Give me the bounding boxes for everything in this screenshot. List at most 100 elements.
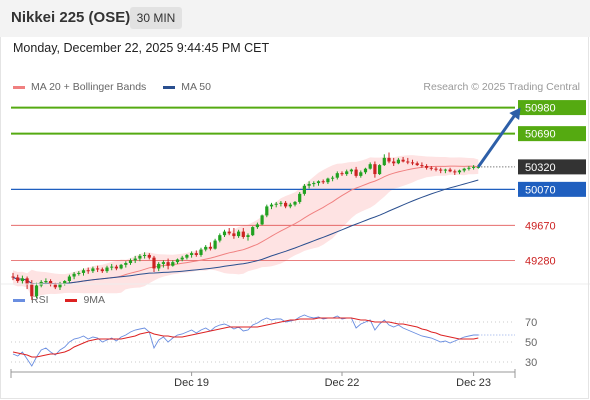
candle-body	[20, 278, 24, 282]
candle-body	[147, 254, 151, 258]
candle-body	[34, 285, 39, 297]
x-tick-Dec 22: Dec 22	[325, 377, 360, 389]
rsi-legend: RSI 9MA	[13, 294, 119, 306]
bollinger-layer	[13, 155, 479, 298]
candle-body	[476, 166, 480, 168]
level-tag-50320: 50320	[525, 162, 556, 174]
legend-rsi: RSI	[13, 294, 49, 306]
candle-body	[58, 283, 62, 288]
candle-body	[175, 259, 180, 263]
candle-body	[467, 167, 471, 169]
candle-body	[105, 267, 109, 272]
legend-ma20: MA 20 + Bollinger Bands	[13, 81, 146, 93]
candle-body	[406, 161, 410, 163]
rsi-tick-50: 50	[525, 337, 537, 349]
legend-ma20-label: MA 20 + Bollinger Bands	[31, 81, 147, 93]
level-tag-bg-50980	[518, 100, 586, 116]
candle-body	[321, 181, 325, 183]
candle-body	[457, 170, 462, 173]
candle-body	[237, 231, 241, 237]
candle-body	[124, 263, 128, 265]
candle-body	[288, 204, 292, 207]
candle-body	[302, 185, 306, 194]
candle-body	[345, 171, 349, 175]
level-tag-49280: 49280	[525, 255, 556, 267]
candle-body	[274, 203, 278, 205]
candle-body	[199, 249, 203, 255]
candle-body	[387, 157, 391, 162]
candle-body	[331, 177, 335, 179]
x-axis: Dec 19 Dec 22 Dec 23	[10, 369, 516, 389]
instrument-title: Nikkei 225 (OSE)	[11, 9, 131, 26]
candle-body	[91, 268, 95, 272]
candle-body	[49, 281, 53, 285]
candle-body	[425, 165, 429, 168]
chart-header	[0, 0, 590, 37]
candle-body	[222, 231, 227, 236]
candle-body	[152, 257, 156, 269]
candle-body	[265, 206, 269, 216]
legend-ma50: MA 50	[163, 81, 211, 93]
candle-body	[246, 235, 250, 237]
candle-body	[307, 183, 311, 186]
candle-body	[378, 165, 382, 175]
price-legend: MA 20 + Bollinger Bands MA 50	[13, 81, 225, 93]
candle-body	[312, 183, 316, 185]
candle-body	[100, 269, 104, 272]
candle-body	[434, 168, 438, 170]
rsi-ma-line	[12, 317, 479, 358]
rsi-tick-70: 70	[525, 317, 537, 329]
legend-9ma-swatch	[65, 298, 78, 302]
candle-body	[448, 169, 452, 172]
candle-body	[218, 235, 222, 241]
candle-body	[171, 262, 175, 266]
timestamp: Monday, December 22, 2025 9:44:45 PM CET	[13, 41, 270, 55]
candle-body	[392, 161, 396, 164]
level-tag-50070: 50070	[525, 184, 556, 196]
candle-body	[453, 171, 457, 173]
candle-body	[143, 254, 147, 256]
legend-ma20-swatch	[13, 85, 25, 89]
legend-rsi-label: RSI	[31, 294, 49, 306]
candle-body	[363, 168, 368, 173]
candle-body	[354, 169, 358, 176]
candle-body	[166, 262, 170, 266]
candle-body	[161, 262, 165, 264]
candle-body	[420, 165, 424, 167]
candle-body	[44, 281, 48, 283]
candle-body	[368, 164, 372, 169]
candle-body	[279, 202, 283, 204]
candle-body	[180, 257, 184, 260]
candle-body	[284, 202, 288, 207]
candle-body	[81, 270, 86, 273]
candle-body	[77, 272, 81, 274]
candle-body	[316, 181, 321, 184]
level-tag-50690: 50690	[525, 129, 556, 141]
candle-body	[86, 270, 90, 272]
candle-body	[462, 168, 466, 171]
rsi-panel: 30 50 70	[0, 283, 590, 369]
candle-body	[133, 258, 137, 261]
rsi-line	[12, 314, 479, 367]
candle-body	[335, 173, 339, 178]
candle-body	[232, 233, 236, 237]
legend-ma50-label: MA 50	[181, 81, 211, 93]
interval-button[interactable]: 30 MIN	[130, 7, 182, 29]
candle-body	[157, 263, 161, 269]
candle-body	[194, 253, 198, 255]
candle-body	[326, 178, 330, 183]
candle-body	[138, 255, 142, 259]
candle-body	[204, 246, 208, 250]
legend-9ma-label: 9MA	[83, 294, 106, 306]
candle-body	[293, 201, 297, 205]
candle-body	[382, 157, 386, 166]
candle-body	[241, 231, 245, 237]
candle-body	[472, 166, 476, 168]
level-tag-bg-50690	[518, 126, 586, 142]
candle-body	[349, 169, 353, 172]
candle-body	[190, 253, 194, 255]
candle-body	[260, 215, 264, 225]
level-tag-50980: 50980	[525, 103, 556, 115]
candle-body	[128, 260, 133, 264]
